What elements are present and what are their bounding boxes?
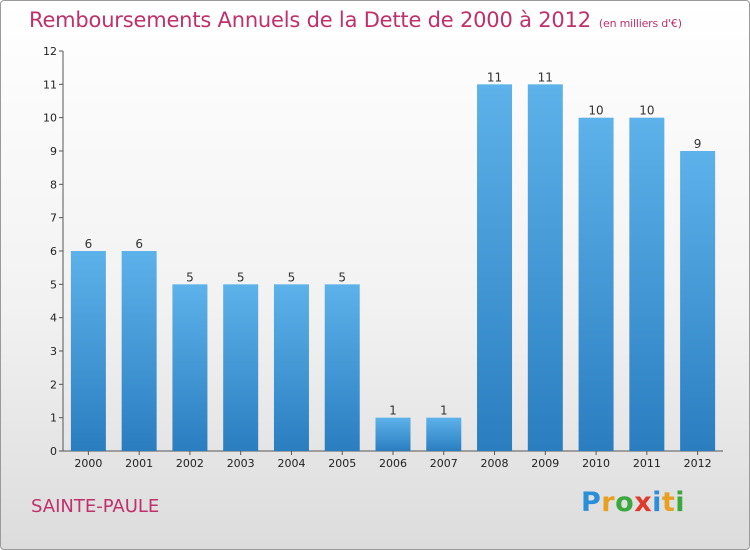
y-tick-label: 0: [50, 445, 57, 458]
bar-2002: [172, 284, 208, 451]
bar-2000: [70, 251, 106, 451]
y-tick-label: 3: [50, 345, 57, 358]
y-tick-label: 5: [50, 278, 57, 291]
x-tick-label-2001: 2001: [125, 457, 153, 470]
y-tick-label: 9: [50, 145, 57, 158]
data-label-2002: 5: [186, 270, 194, 284]
data-label-2004: 5: [288, 270, 296, 284]
chart-bars: [70, 84, 716, 452]
data-label-2010: 10: [588, 104, 603, 118]
x-tick-label-2007: 2007: [430, 457, 458, 470]
bar-2004: [273, 284, 309, 451]
bar-2010: [578, 117, 614, 452]
chart-title: Remboursements Annuels de la Dette de 20…: [29, 8, 682, 32]
logo-letter: x: [634, 487, 653, 518]
y-tick-label: 7: [50, 212, 57, 225]
x-tick-label-2009: 2009: [531, 457, 559, 470]
bar-2011: [629, 117, 665, 452]
x-tick-label-2011: 2011: [633, 457, 661, 470]
data-label-2007: 1: [440, 404, 448, 418]
x-tick-label-2006: 2006: [379, 457, 407, 470]
x-tick-label-2010: 2010: [582, 457, 610, 470]
x-tick-label-2012: 2012: [684, 457, 712, 470]
bar-2012: [680, 151, 716, 451]
data-label-2008: 11: [487, 70, 502, 84]
data-label-2000: 6: [85, 237, 93, 251]
y-tick-label: 6: [50, 245, 57, 258]
logo-letter: t: [661, 487, 676, 518]
logo-letter: i: [675, 487, 686, 518]
data-label-2005: 5: [338, 270, 346, 284]
bar-2005: [324, 284, 360, 451]
logo-letter: o: [615, 487, 635, 518]
x-tick-label-2005: 2005: [328, 457, 356, 470]
bar-2006: [375, 417, 411, 451]
chart-labels: 6 2000 6 2001 5 2002 5 2003 5 2004 5 2005 1 2006 1 2007…: [74, 70, 711, 470]
x-tick-label-2003: 2003: [227, 457, 255, 470]
data-label-2003: 5: [237, 270, 245, 284]
y-tick-label: 4: [50, 312, 57, 325]
data-label-2011: 10: [639, 104, 654, 118]
y-tick-label: 10: [43, 112, 57, 125]
data-label-2012: 9: [694, 137, 702, 151]
y-tick-label: 1: [50, 412, 57, 425]
y-tick-label: 11: [43, 78, 57, 91]
y-tick-label: 12: [43, 45, 57, 58]
logo-letter: P: [581, 487, 602, 518]
x-tick-label-2008: 2008: [481, 457, 509, 470]
chart-subtitle: (en milliers d'€): [598, 17, 682, 30]
data-label-2009: 11: [538, 70, 553, 84]
y-tick-label: 8: [50, 178, 57, 191]
data-label-2006: 1: [389, 404, 397, 418]
bar-2009: [527, 84, 563, 451]
data-label-2001: 6: [135, 237, 143, 251]
logo-letter: r: [601, 487, 616, 518]
y-tick-label: 2: [50, 378, 57, 391]
bar-2007: [426, 417, 462, 451]
bar-2003: [223, 284, 259, 451]
bar-2008: [477, 84, 513, 451]
city-name: SAINTE-PAULE: [31, 496, 160, 517]
x-tick-label-2004: 2004: [277, 457, 305, 470]
proxiti-logo: Proxiti: [581, 487, 685, 518]
x-tick-label-2002: 2002: [176, 457, 204, 470]
bar-2001: [121, 251, 157, 451]
x-tick-label-2000: 2000: [74, 457, 102, 470]
chart-title-text: Remboursements Annuels de la Dette de 20…: [29, 8, 591, 32]
logo-letter: i: [652, 487, 662, 518]
